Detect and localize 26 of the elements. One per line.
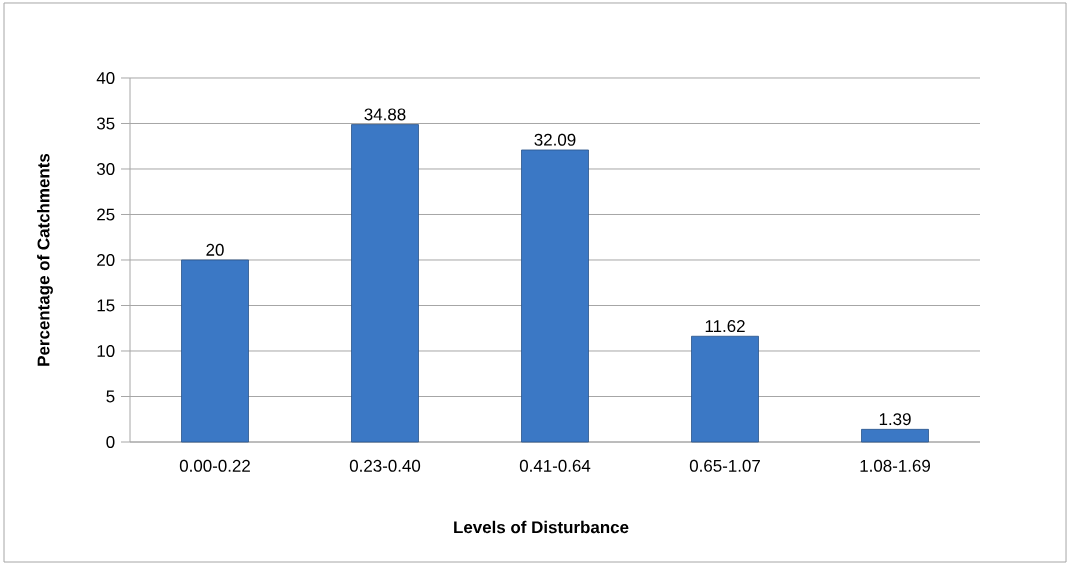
y-tick-label: 35 [96,117,115,130]
y-tick-label: 20 [97,254,115,266]
bar [521,149,589,443]
bar [861,428,929,443]
data-label: 34.88 [364,108,406,121]
data-label: 1.39 [879,413,911,426]
y-tick-label: 40 [96,72,115,84]
x-tick-label: 0.23-0.40 [349,459,421,472]
bar [351,124,419,443]
data-label: 11.62 [705,320,745,333]
y-tick-label: 15 [97,299,115,312]
y-tick-label: 30 [96,163,115,175]
x-tick-label: 0.41-0.64 [519,459,591,472]
x-tick-label: 0.00-0.22 [179,459,250,472]
y-tick-label: 25 [97,208,115,221]
data-label: 32.09 [534,133,576,146]
bar [181,259,249,443]
y-tick-label: 0 [106,436,115,448]
bar [691,335,759,443]
data-label: 20 [206,243,224,256]
y-tick-label: 10 [97,345,115,357]
x-tick-label: 1.08-1.69 [860,459,930,472]
x-axis-title: Levels of Disturbance [454,520,629,534]
y-axis-title: Percentage of Catchments [37,153,53,366]
y-tick-label: 5 [106,390,115,403]
x-tick-label: 0.65-1.07 [689,459,760,472]
